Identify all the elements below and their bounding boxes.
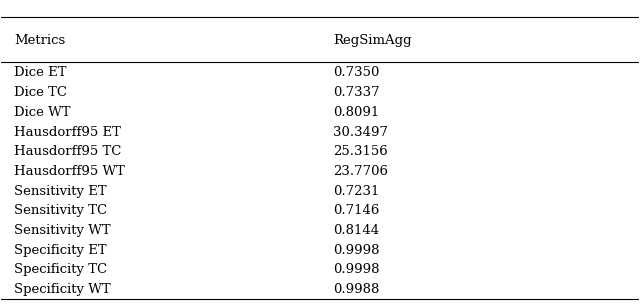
Text: 0.7350: 0.7350 — [333, 66, 379, 79]
Text: Sensitivity TC: Sensitivity TC — [14, 204, 108, 217]
Text: Sensitivity ET: Sensitivity ET — [14, 185, 107, 198]
Text: Dice WT: Dice WT — [14, 106, 70, 119]
Text: Sensitivity WT: Sensitivity WT — [14, 224, 111, 237]
Text: 0.9988: 0.9988 — [333, 283, 379, 296]
Text: Specificity ET: Specificity ET — [14, 244, 107, 257]
Text: 0.8144: 0.8144 — [333, 224, 379, 237]
Text: Hausdorff95 ET: Hausdorff95 ET — [14, 125, 121, 139]
Text: 0.7337: 0.7337 — [333, 86, 380, 99]
Text: 0.9998: 0.9998 — [333, 263, 380, 276]
Text: Metrics: Metrics — [14, 34, 65, 47]
Text: 0.7231: 0.7231 — [333, 185, 379, 198]
Text: Hausdorff95 WT: Hausdorff95 WT — [14, 165, 125, 178]
Text: 23.7706: 23.7706 — [333, 165, 388, 178]
Text: 0.7146: 0.7146 — [333, 204, 379, 217]
Text: 25.3156: 25.3156 — [333, 145, 387, 158]
Text: Hausdorff95 TC: Hausdorff95 TC — [14, 145, 122, 158]
Text: 30.3497: 30.3497 — [333, 125, 388, 139]
Text: Specificity TC: Specificity TC — [14, 263, 108, 276]
Text: Dice ET: Dice ET — [14, 66, 67, 79]
Text: RegSimAgg: RegSimAgg — [333, 34, 412, 47]
Text: 0.8091: 0.8091 — [333, 106, 379, 119]
Text: Dice TC: Dice TC — [14, 86, 67, 99]
Text: Specificity WT: Specificity WT — [14, 283, 111, 296]
Text: 0.9998: 0.9998 — [333, 244, 380, 257]
